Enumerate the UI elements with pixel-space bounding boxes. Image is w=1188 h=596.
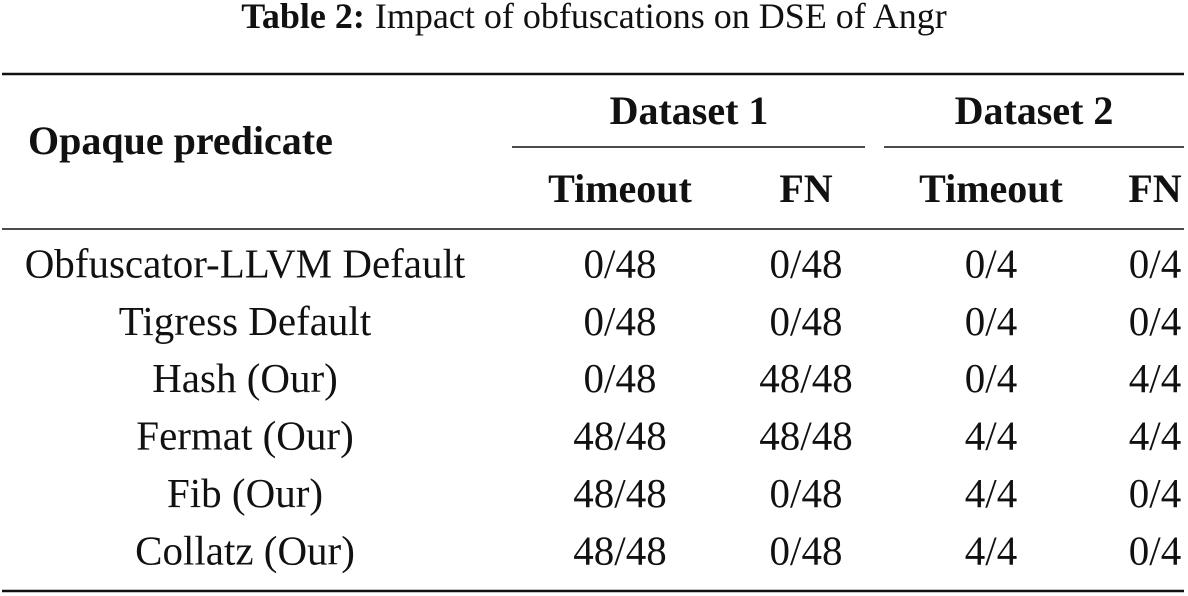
cell: 0/48 bbox=[584, 355, 657, 401]
cell: 0/48 bbox=[770, 470, 843, 516]
cell: 48/48 bbox=[573, 470, 666, 516]
cell: 0/4 bbox=[1129, 298, 1181, 344]
cell: 0/48 bbox=[584, 240, 657, 286]
cell: 4/4 bbox=[1129, 355, 1181, 401]
cell: 0/4 bbox=[965, 240, 1017, 286]
cell: 0/48 bbox=[770, 527, 843, 573]
group-header: Dataset 2 bbox=[955, 88, 1114, 133]
caption-text: Impact of obfuscations on DSE of Angr bbox=[375, 0, 947, 36]
cell: 4/4 bbox=[965, 413, 1017, 459]
cell: 0/48 bbox=[770, 298, 843, 344]
row-header: Opaque predicate bbox=[28, 118, 333, 163]
row-label: Collatz (Our) bbox=[135, 527, 355, 573]
cell: 4/4 bbox=[965, 470, 1017, 516]
cell: 4/4 bbox=[965, 527, 1017, 573]
cell: 0/4 bbox=[1129, 470, 1181, 516]
column-header: Timeout bbox=[548, 166, 692, 211]
cell: 0/48 bbox=[584, 298, 657, 344]
caption: Table 2: Impact of obfuscations on DSE of… bbox=[241, 0, 947, 36]
cell: 48/48 bbox=[759, 355, 852, 401]
row-label: Tigress Default bbox=[119, 298, 372, 344]
column-header: FN bbox=[1128, 166, 1181, 211]
cell: 0/4 bbox=[965, 298, 1017, 344]
cell: 48/48 bbox=[573, 527, 666, 573]
cell: 0/4 bbox=[1129, 527, 1181, 573]
caption-label: Table 2: bbox=[241, 0, 365, 36]
cell: 0/4 bbox=[1129, 240, 1181, 286]
group-header: Dataset 1 bbox=[610, 88, 769, 133]
row-label: Fermat (Our) bbox=[136, 413, 353, 459]
cell: 4/4 bbox=[1129, 413, 1181, 459]
row-label: Fib (Our) bbox=[167, 470, 323, 516]
cell: 48/48 bbox=[759, 413, 852, 459]
cell: 48/48 bbox=[573, 413, 666, 459]
row-label: Hash (Our) bbox=[152, 355, 338, 401]
column-header: FN bbox=[779, 166, 832, 211]
row-label: Obfuscator-LLVM Default bbox=[25, 240, 466, 286]
cell: 0/4 bbox=[965, 355, 1017, 401]
cell: 0/48 bbox=[770, 240, 843, 286]
column-header: Timeout bbox=[919, 166, 1063, 211]
